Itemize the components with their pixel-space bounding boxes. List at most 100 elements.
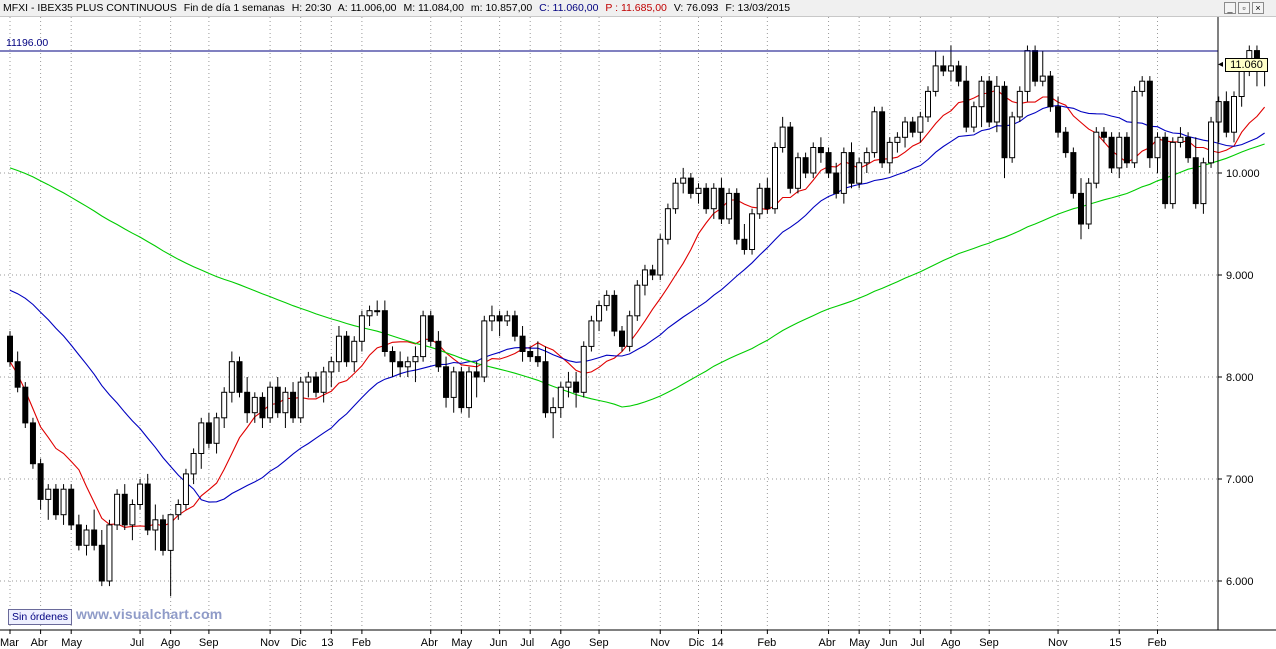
candle-body-down <box>611 294 618 332</box>
candle <box>374 300 381 316</box>
candle <box>687 173 694 199</box>
candle <box>167 514 174 597</box>
candle-body-up <box>190 453 197 475</box>
candle <box>7 331 13 367</box>
x-tick-label: May <box>451 637 472 649</box>
candle <box>274 377 281 418</box>
candle <box>45 484 52 520</box>
x-tick-label: Mar <box>0 637 19 649</box>
candle <box>335 326 342 372</box>
orders-button[interactable]: Sin órdenes <box>8 609 73 625</box>
candle-body-down <box>91 529 98 546</box>
candle <box>213 412 220 454</box>
candle-body-down <box>1047 75 1054 108</box>
candle-body-up <box>1024 50 1031 92</box>
candle <box>718 178 725 224</box>
candlestick-chart[interactable]: 6.000 7.000 8.000 9.000 10.000 Mar Abr May Jul A… <box>0 17 1276 649</box>
x-tick-label: Jul <box>130 637 144 649</box>
x-tick-label: Jul <box>520 637 534 649</box>
open-label: A: 11.006,00 <box>337 2 397 14</box>
candle-body-up <box>251 396 258 414</box>
candle-body-down <box>1223 101 1230 133</box>
candle-body-up <box>152 519 159 531</box>
candle <box>703 183 710 214</box>
x-tick-label: Nov <box>260 637 280 649</box>
candle-body-down <box>879 111 886 164</box>
candle <box>664 203 671 245</box>
candle <box>1055 96 1062 138</box>
candle-body-down <box>703 187 710 210</box>
candle <box>313 371 319 398</box>
candle <box>580 341 587 398</box>
candle <box>221 387 228 428</box>
candle-body-down <box>244 391 251 414</box>
candle-body-up <box>657 238 664 276</box>
candle-body-up <box>1116 136 1123 169</box>
candle-body-up <box>320 371 327 393</box>
candle-body-down <box>511 315 518 337</box>
ma-10-line <box>9 89 1266 528</box>
candle <box>871 106 878 158</box>
candle <box>573 371 580 408</box>
x-tick-label: Feb <box>757 637 776 649</box>
candle-body-down <box>825 152 832 174</box>
candle-body-up <box>925 90 931 118</box>
candle <box>886 137 893 173</box>
candle-body-up <box>481 320 488 378</box>
candle-body-up <box>466 371 472 409</box>
candle <box>542 346 549 418</box>
candle-body-up <box>328 361 335 373</box>
candle <box>1047 71 1054 112</box>
y-axis-ticks: 6.000 7.000 8.000 9.000 10.000 <box>1218 168 1260 588</box>
candle <box>565 371 572 398</box>
candle-body-down <box>764 187 771 210</box>
candle-body-up <box>213 417 220 444</box>
candle <box>68 484 75 530</box>
candle-body-down <box>1032 50 1039 82</box>
candle <box>787 122 794 194</box>
candle-body-down <box>29 422 36 465</box>
watermark: www.visualchart.com <box>76 606 223 622</box>
candle <box>634 280 641 321</box>
candle-body-up <box>504 315 511 322</box>
candle <box>794 152 801 194</box>
candle-body-down <box>144 483 151 531</box>
candle-body-up <box>710 187 717 210</box>
candle <box>381 300 388 357</box>
candle <box>443 356 450 408</box>
minimize-button[interactable]: _ <box>1224 2 1236 14</box>
candle-body-up <box>756 187 763 215</box>
candle <box>366 305 373 326</box>
candle-body-down <box>718 187 725 220</box>
candle <box>91 509 98 551</box>
candle <box>14 351 21 393</box>
candle-body-down <box>1108 136 1115 169</box>
candle-body-down <box>435 340 442 368</box>
candle <box>1116 132 1123 179</box>
candle-body-down <box>1055 106 1062 133</box>
candle-body-up <box>106 524 113 582</box>
candle <box>488 305 495 332</box>
candle <box>144 473 151 536</box>
candle-body-up <box>588 320 595 347</box>
candle <box>917 111 924 143</box>
high-label: M: 11.084,00 <box>403 2 464 14</box>
x-tick-label: Feb <box>1148 637 1167 649</box>
close-button[interactable]: × <box>1252 2 1264 14</box>
candle <box>320 366 327 403</box>
x-tick-label: May <box>849 637 870 649</box>
candle-body-up <box>695 187 702 194</box>
candle <box>267 382 274 423</box>
x-tick-label: Abr <box>31 637 48 649</box>
x-tick-label: Jun <box>490 637 508 649</box>
candle <box>251 392 258 423</box>
chart-title-bar: MFXI - IBEX35 PLUS CONTINUOUS Fin de día… <box>0 0 1276 17</box>
restore-button[interactable]: ▫ <box>1238 2 1250 14</box>
candle-body-down <box>1146 80 1153 159</box>
candle-body-up <box>60 488 67 516</box>
candle <box>626 310 633 352</box>
candle-body-down <box>22 386 29 424</box>
candle <box>1078 178 1084 240</box>
candle <box>1024 45 1031 102</box>
candle <box>228 351 235 403</box>
